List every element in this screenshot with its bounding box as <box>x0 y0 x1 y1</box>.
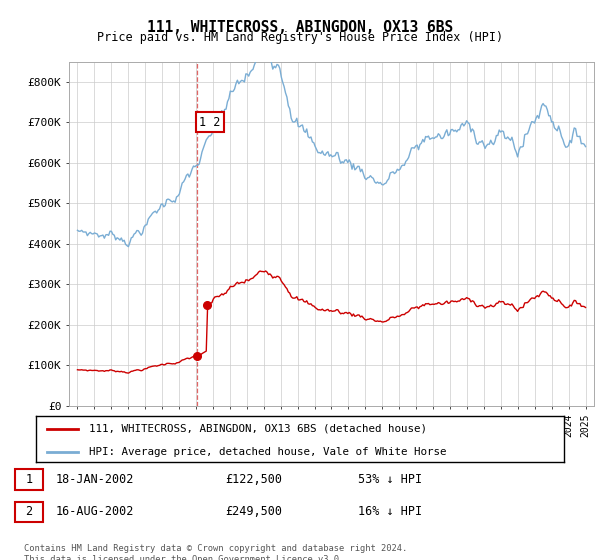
Text: 111, WHITECROSS, ABINGDON, OX13 6BS (detached house): 111, WHITECROSS, ABINGDON, OX13 6BS (det… <box>89 424 427 434</box>
Text: £249,500: £249,500 <box>225 505 282 519</box>
Text: 16% ↓ HPI: 16% ↓ HPI <box>358 505 422 519</box>
Text: 53% ↓ HPI: 53% ↓ HPI <box>358 473 422 486</box>
Text: £122,500: £122,500 <box>225 473 282 486</box>
Text: 1: 1 <box>25 473 32 486</box>
Text: Contains HM Land Registry data © Crown copyright and database right 2024.
This d: Contains HM Land Registry data © Crown c… <box>24 544 407 560</box>
Text: 18-JAN-2002: 18-JAN-2002 <box>55 473 134 486</box>
Text: HPI: Average price, detached house, Vale of White Horse: HPI: Average price, detached house, Vale… <box>89 447 446 457</box>
Text: Price paid vs. HM Land Registry's House Price Index (HPI): Price paid vs. HM Land Registry's House … <box>97 31 503 44</box>
Text: 16-AUG-2002: 16-AUG-2002 <box>55 505 134 519</box>
FancyBboxPatch shape <box>15 469 43 490</box>
Text: 2: 2 <box>25 505 32 519</box>
Text: 111, WHITECROSS, ABINGDON, OX13 6BS: 111, WHITECROSS, ABINGDON, OX13 6BS <box>147 20 453 35</box>
FancyBboxPatch shape <box>15 502 43 522</box>
Text: 1 2: 1 2 <box>199 116 221 129</box>
